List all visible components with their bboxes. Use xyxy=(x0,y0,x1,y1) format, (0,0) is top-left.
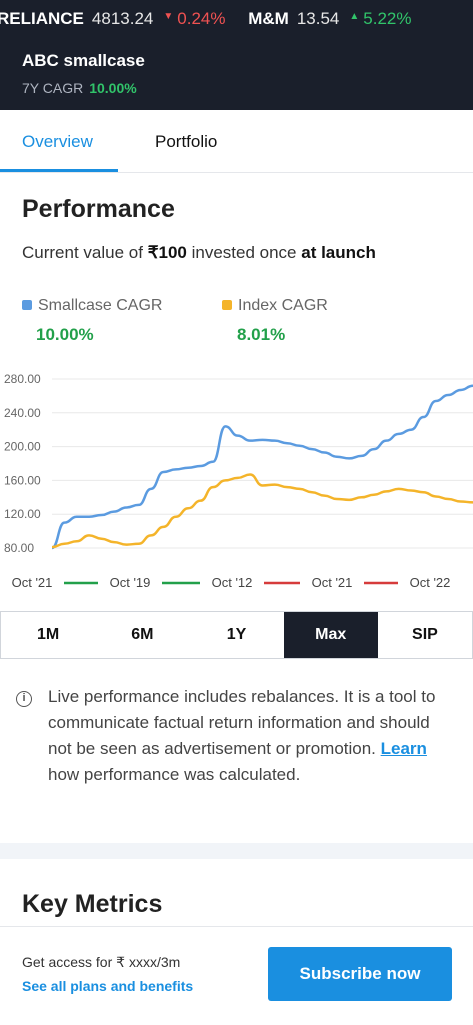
smallcase-cagr: 7Y CAGR 10.00% xyxy=(22,80,137,96)
x-tick-label: Oct '22 xyxy=(410,575,451,590)
subscribe-footer: Get access for ₹ xxxx/3m See all plans a… xyxy=(0,926,473,1025)
y-tick-label: 160.00 xyxy=(4,473,41,487)
disclaimer-text-after: how performance was calculated. xyxy=(48,765,301,784)
ticker-1-change-value: 0.24% xyxy=(177,8,226,28)
access-price: Get access for ₹ xxxx/3m xyxy=(22,954,181,970)
tab-overview[interactable]: Overview xyxy=(22,132,93,151)
ticker-1-change: ▼ 0.24% xyxy=(163,8,225,29)
subtitle-prefix: Current value of xyxy=(22,243,148,262)
legend-value-index: 8.01% xyxy=(237,325,286,344)
subtitle-amount: ₹100 xyxy=(147,243,187,262)
stock-ticker: RELIANCE 4813.24 ▼ 0.24% M&M 13.54 ▲ 5.22% xyxy=(0,8,473,30)
smallcase-name: ABC smallcase xyxy=(22,51,145,70)
info-circle-icon: i xyxy=(16,691,32,707)
legend-label-index: Index CAGR xyxy=(238,297,328,314)
top-bar: RELIANCE 4813.24 ▼ 0.24% M&M 13.54 ▲ 5.22% ABC… xyxy=(0,0,473,110)
learn-link[interactable]: Learn xyxy=(380,739,427,758)
performance-chart[interactable]: 280.00 240.00 200.00 160.00 120.00 80.00 Oct '… xyxy=(0,365,473,600)
period-button-1m[interactable]: 1M xyxy=(36,626,60,643)
up-arrow-icon: ▲ xyxy=(349,11,360,23)
ticker-2-change-value: 5.22% xyxy=(363,8,412,28)
y-tick-label: 240.00 xyxy=(4,406,41,420)
legend-swatch-smallcase xyxy=(22,299,32,310)
period-button-sip[interactable]: SIP xyxy=(412,626,438,643)
period-selector: 1M 6M 1Y Max SIP xyxy=(0,611,473,659)
section-divider xyxy=(0,843,473,859)
x-tick-label: Oct '12 xyxy=(212,575,253,590)
series-line-smallcase xyxy=(51,384,473,550)
x-tick-label: Oct '21 xyxy=(312,575,353,590)
cagr-value: 10.00% xyxy=(89,80,137,96)
ticker-1-value: 4813.24 xyxy=(91,8,154,28)
legend-swatch-index xyxy=(222,299,232,310)
down-arrow-icon: ▼ xyxy=(163,11,174,23)
performance-disclaimer: Live performance includes rebalances. It… xyxy=(48,684,458,788)
y-tick-label: 280.00 xyxy=(4,372,41,386)
ticker-2-value: 13.54 xyxy=(296,8,340,28)
performance-title: Performance xyxy=(22,195,175,223)
y-tick-label: 120.00 xyxy=(4,507,41,521)
see-plans-link[interactable]: See all plans and benefits xyxy=(22,978,194,994)
series-line-index xyxy=(51,473,473,549)
subtitle-middle: invested once xyxy=(186,243,302,262)
x-tick-label: Oct '19 xyxy=(110,575,151,590)
x-tick-label: Oct '21 xyxy=(12,575,53,590)
ticker-1-name[interactable]: RELIANCE xyxy=(0,8,84,28)
legend-smallcase: Smallcase CAGR xyxy=(22,297,162,315)
period-button-max[interactable]: Max xyxy=(283,612,378,658)
period-button-6m[interactable]: 6M xyxy=(131,626,154,643)
subscribe-button[interactable]: Subscribe now xyxy=(268,947,452,1001)
active-tab-indicator xyxy=(0,169,118,172)
legend-index: Index CAGR xyxy=(222,297,328,315)
ticker-2-change: ▲ 5.22% xyxy=(349,8,411,29)
key-metrics-title: Key Metrics xyxy=(22,890,163,918)
tab-bar: Overview Portfolio xyxy=(0,110,473,173)
cagr-label: 7Y CAGR xyxy=(22,80,84,96)
performance-subtitle: Current value of ₹100 invested once at l… xyxy=(22,243,376,263)
y-tick-label: 200.00 xyxy=(4,440,41,454)
subtitle-bold: at launch xyxy=(301,243,376,262)
legend-label-smallcase: Smallcase CAGR xyxy=(38,297,163,314)
legend-value-smallcase: 10.00% xyxy=(36,325,94,344)
disclaimer-text: Live performance includes rebalances. It… xyxy=(48,687,436,758)
period-button-1y[interactable]: 1Y xyxy=(226,626,247,643)
y-tick-label: 80.00 xyxy=(4,541,34,555)
ticker-2-name[interactable]: M&M xyxy=(248,8,289,28)
tab-portfolio[interactable]: Portfolio xyxy=(155,132,218,151)
